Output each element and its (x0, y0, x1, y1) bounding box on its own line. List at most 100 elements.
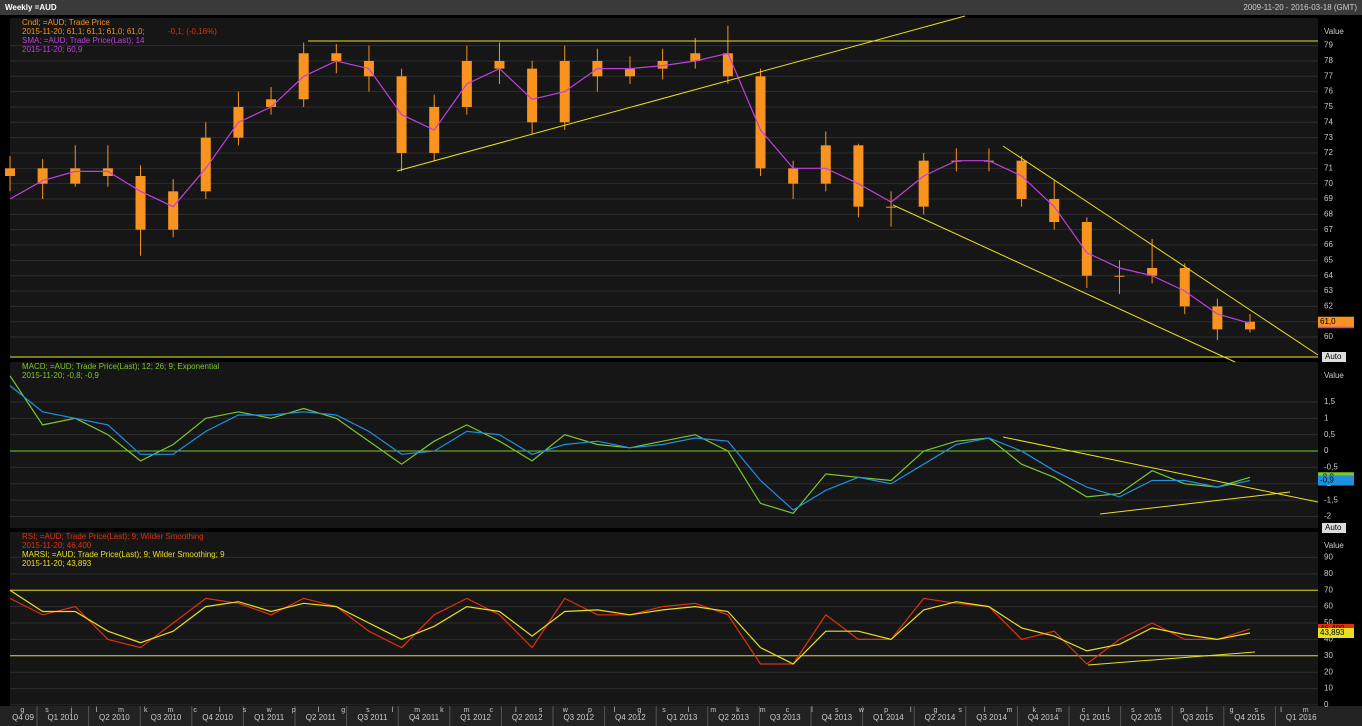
candle-body (331, 53, 342, 61)
month-label: l (688, 707, 690, 714)
last-value-box (1318, 628, 1354, 639)
y-tick-label: 40 (1324, 635, 1333, 644)
quarter-label: Q1 2010 (47, 713, 78, 722)
month-label: l (614, 707, 616, 714)
y-tick-label: 69 (1324, 194, 1333, 203)
y-tick-label: 1 (1324, 413, 1329, 422)
series-line (9, 52, 1251, 324)
y-tick-label: -0,5 (1324, 463, 1338, 472)
scale-button[interactable]: Auto (1325, 523, 1342, 532)
quarter-label: Q1 2015 (1079, 713, 1110, 722)
month-label: w (266, 707, 273, 714)
y-tick-label: 70 (1324, 179, 1333, 188)
macd-panel (10, 362, 1318, 528)
month-label: s (662, 707, 666, 714)
y-tick-label: 71 (1324, 163, 1333, 172)
window-title: Weekly =AUD (5, 3, 57, 12)
quarter-label: Q4 2012 (615, 713, 646, 722)
quarter-label: Q1 2011 (254, 713, 285, 722)
month-label: s (1131, 707, 1135, 714)
quarter-label: Q3 2015 (1183, 713, 1214, 722)
month-label: g (20, 707, 24, 714)
y-tick-label: 73 (1324, 133, 1333, 142)
month-label: g (341, 707, 345, 714)
month-label: c (1082, 707, 1086, 714)
candle-body (70, 168, 81, 184)
series-line (9, 589, 1251, 665)
channel-upper (1002, 145, 1319, 356)
month-label: m (167, 707, 173, 714)
trend-lines (10, 15, 1319, 666)
y-tick-label: 79 (1324, 41, 1333, 50)
candle-body (1016, 160, 1027, 200)
quarter-label: Q3 2011 (357, 713, 388, 722)
month-label: c (786, 707, 790, 714)
scale-button[interactable]: Auto (1325, 352, 1342, 361)
month-label: l (392, 707, 394, 714)
y-tick-label: 78 (1324, 56, 1333, 65)
candle-body (755, 76, 766, 169)
y-tick-label: 64 (1324, 271, 1333, 280)
month-label: s (958, 707, 962, 714)
legend-entry: 2015-11-20; -0,8; -0,9 (22, 371, 99, 380)
y-tick-label: 30 (1324, 651, 1333, 660)
macd-trend-lower (1099, 491, 1291, 515)
legend-entry: 2015-11-20; 43,893 (22, 559, 92, 568)
month-label: s (835, 707, 839, 714)
scale-button-box (1322, 523, 1346, 533)
month-label: l (984, 707, 986, 714)
month-label: p (292, 707, 296, 714)
quarter-label: Q4 2010 (202, 713, 233, 722)
last-value-label: 61,0 (1320, 317, 1336, 326)
month-label: k (440, 707, 444, 714)
month-label: k (1032, 707, 1036, 714)
y-tick-label: 0 (1324, 446, 1329, 455)
date-range: 2009-11-20 - 2016-03-18 (GMT) (1243, 3, 1357, 12)
month-label: s (1255, 707, 1259, 714)
candle-body (135, 175, 146, 230)
month-label: k (144, 707, 148, 714)
y-tick-label: 77 (1324, 71, 1333, 80)
last-value-label: 43,893 (1320, 628, 1345, 637)
quarter-label: Q2 2012 (512, 713, 543, 722)
y-tick-label: 62 (1324, 301, 1333, 310)
month-label: p (884, 707, 888, 714)
month-label: l (318, 707, 320, 714)
month-label: s (539, 707, 543, 714)
series-line (9, 385, 1251, 511)
candle-body (788, 168, 799, 184)
candle-body (690, 53, 701, 61)
rsi-panel (10, 532, 1318, 705)
y-tick-label: 63 (1324, 286, 1333, 295)
candle-body (820, 145, 831, 184)
rsi-trend (1087, 651, 1256, 666)
y-tick-label: 75 (1324, 102, 1333, 111)
candle-body (1245, 321, 1255, 330)
quarter-label: Q2 2014 (925, 713, 956, 722)
macd-trend-upper (1002, 436, 1319, 503)
y-tick-label: 60 (1324, 332, 1333, 341)
y-tick-label: 90 (1324, 553, 1333, 562)
axis-label: Value (1324, 371, 1344, 380)
y-tick-label: -1,5 (1324, 495, 1338, 504)
y-tick-label: 10 (1324, 684, 1333, 693)
price-panel (10, 18, 1318, 358)
month-label: m (1056, 707, 1062, 714)
legend-entry: 2015-11-20; 46,400 (22, 541, 92, 550)
month-label: j (70, 707, 73, 714)
candle-body (527, 68, 538, 123)
month-label: l (1107, 707, 1109, 714)
y-tick-label: 1,5 (1324, 397, 1336, 406)
month-label: l (219, 707, 221, 714)
month-label: l (1280, 707, 1282, 714)
candle-body (1179, 268, 1190, 307)
y-tick-label: 20 (1324, 667, 1333, 676)
quarter-label: Q1 2013 (667, 713, 698, 722)
y-tick-label: 66 (1324, 240, 1333, 249)
quarter-label: Q4 2015 (1234, 713, 1265, 722)
quarter-label: Q4 09 (12, 713, 34, 722)
quarter-label: Q4 2014 (1028, 713, 1059, 722)
legend-entry: MACD; =AUD; Trade Price(Last); 12; 26; 9… (22, 362, 219, 371)
candle-body (1049, 199, 1060, 223)
scale-button-box (1322, 352, 1346, 362)
